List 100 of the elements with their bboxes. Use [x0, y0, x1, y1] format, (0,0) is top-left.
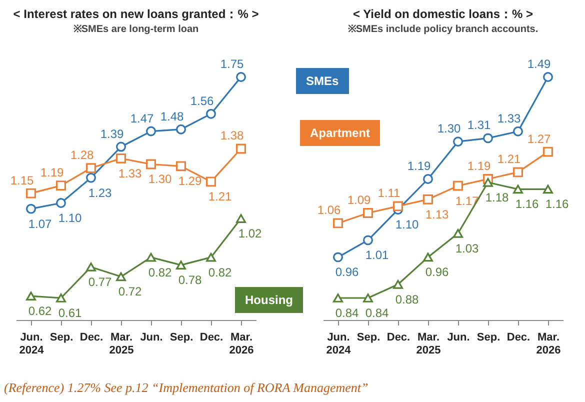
- data-label: 0.96: [335, 265, 359, 280]
- point: [513, 126, 523, 136]
- data-label: 1.49: [527, 57, 551, 71]
- x-tick-label: Mar. 2025: [109, 332, 134, 356]
- text: Housing: [235, 287, 303, 313]
- data-label: 1.19: [467, 159, 491, 173]
- data-label: 1.10: [395, 218, 419, 232]
- data-label: 0.82: [148, 265, 172, 280]
- data-label: 1.13: [425, 207, 449, 222]
- point: [423, 194, 433, 204]
- point: [236, 144, 246, 154]
- point: [543, 184, 553, 194]
- point: [176, 124, 186, 134]
- x-tick-label: Dec.: [386, 332, 410, 344]
- data-label: 0.78: [178, 273, 202, 288]
- point: [56, 198, 66, 208]
- point: [543, 146, 553, 157]
- point: [393, 280, 403, 289]
- point: [333, 218, 343, 228]
- x-tick-label: Jun.: [140, 332, 163, 344]
- data-label: 0.82: [208, 265, 232, 280]
- x-tick-label: Sep.: [356, 332, 380, 344]
- chart-subtitle: ※SMEs are long-term loan: [73, 24, 199, 35]
- data-label: 1.16: [515, 197, 539, 212]
- data-label: 0.84: [365, 306, 389, 320]
- point: [513, 184, 523, 194]
- data-label: 1.33: [118, 166, 142, 180]
- point: [206, 108, 216, 119]
- data-label: 1.19: [407, 159, 431, 173]
- point: [363, 294, 373, 302]
- data-label: 1.06: [317, 203, 341, 218]
- point: [116, 142, 126, 152]
- data-label: 1.03: [455, 241, 479, 256]
- x-tick-label: Jun. 2024: [326, 332, 352, 356]
- data-label: 1.01: [365, 248, 389, 262]
- x-tick-label: Mar. 2025: [416, 332, 441, 356]
- chart-title: < Interest rates on new loans granted：% >: [13, 7, 259, 21]
- x-tick-label: Dec.: [200, 332, 224, 344]
- data-label: 0.72: [118, 284, 142, 299]
- point: [86, 262, 96, 272]
- data-label: 1.15: [10, 173, 34, 188]
- data-label: 1.33: [497, 111, 521, 126]
- point: [333, 294, 343, 302]
- data-label: 1.23: [88, 186, 112, 200]
- data-label: 1.09: [347, 193, 371, 207]
- data-label: 1.75: [220, 57, 244, 71]
- point: [176, 260, 186, 270]
- point: [453, 228, 463, 238]
- data-label: 1.28: [70, 148, 94, 162]
- point: [116, 153, 126, 164]
- chart-subtitle: ※SMEs include policy branch accounts.: [348, 24, 538, 35]
- data-label: 1.29: [178, 174, 202, 188]
- data-label: 1.16: [545, 197, 569, 212]
- point: [86, 172, 96, 183]
- x-tick-label: Jun. 2024: [19, 332, 45, 356]
- point: [56, 180, 66, 191]
- data-label: 0.84: [335, 306, 359, 320]
- point: [543, 72, 553, 82]
- point: [26, 292, 36, 300]
- data-label: 0.61: [58, 306, 82, 320]
- x-tick-label: Sep.: [476, 332, 500, 344]
- point: [86, 163, 96, 174]
- point: [423, 252, 433, 262]
- point: [176, 161, 186, 172]
- text: Apartment: [300, 120, 380, 146]
- point: [423, 174, 433, 184]
- data-label: 1.30: [437, 122, 461, 136]
- point: [26, 188, 36, 198]
- x-tick-label: Sep.: [50, 332, 74, 344]
- data-label: 1.21: [497, 152, 521, 166]
- data-label: 1.10: [58, 211, 82, 226]
- x-tick-label: Jun.: [447, 332, 470, 344]
- text: (Reference) 1.27% See p.12 “Implementation of RORA Management”: [4, 380, 368, 396]
- data-label: 1.02: [238, 226, 262, 241]
- point: [333, 252, 343, 262]
- data-label: 1.07: [28, 216, 52, 231]
- data-label: 1.27: [527, 132, 551, 146]
- point: [146, 252, 156, 262]
- point: [206, 176, 216, 187]
- point: [236, 214, 246, 223]
- data-label: 0.96: [425, 265, 449, 280]
- x-tick-label: Dec.: [506, 332, 530, 344]
- point: [483, 178, 493, 187]
- point: [453, 136, 463, 147]
- point: [453, 180, 463, 191]
- x-tick-label: Sep.: [170, 332, 194, 344]
- point: [483, 133, 493, 144]
- chart-title: < Yield on domestic loans：% >: [352, 7, 534, 21]
- data-label: 1.21: [208, 190, 232, 204]
- data-label: 1.11: [378, 186, 401, 200]
- data-label: 1.30: [148, 172, 172, 186]
- point: [236, 72, 246, 82]
- data-label: 1.48: [160, 109, 184, 124]
- point: [26, 204, 36, 214]
- data-label: 1.18: [485, 190, 509, 204]
- point: [393, 201, 403, 212]
- data-label: 1.39: [100, 126, 124, 141]
- point: [146, 159, 156, 170]
- point: [146, 126, 156, 136]
- text: SMEs: [296, 68, 349, 94]
